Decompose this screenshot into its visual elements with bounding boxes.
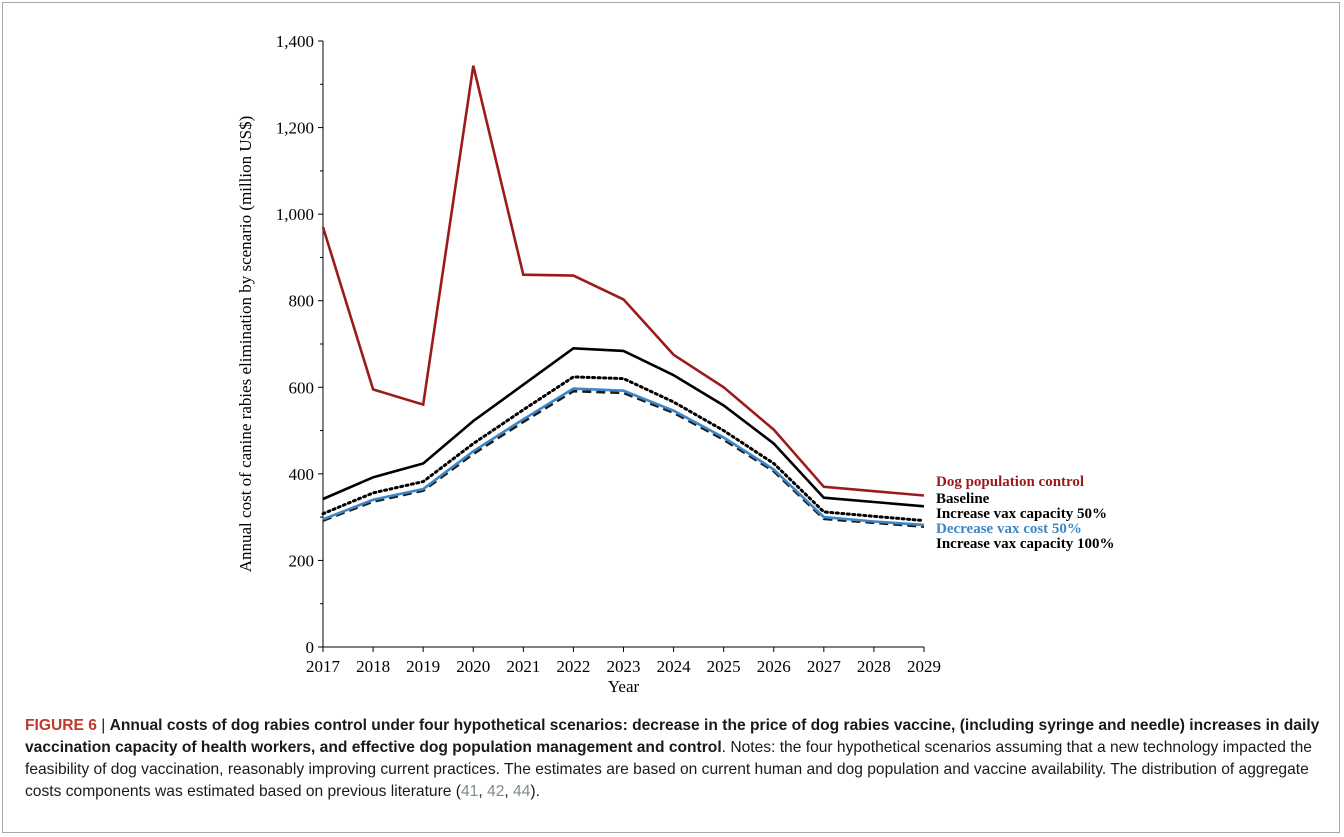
x-tick-label: 2027 — [807, 657, 842, 676]
chart-series — [323, 66, 924, 527]
figure-label: FIGURE 6 — [25, 717, 97, 734]
y-tick-label: 800 — [289, 292, 315, 311]
series-line — [323, 391, 924, 527]
figure-caption: FIGURE 6 | Annual costs of dog rabies co… — [25, 715, 1330, 803]
y-tick-label: 1,000 — [276, 205, 314, 224]
y-tick-label: 0 — [306, 638, 315, 657]
x-tick-label: 2022 — [556, 657, 590, 676]
x-tick-label: 2019 — [406, 657, 440, 676]
y-tick-label: 600 — [289, 378, 315, 397]
ref-separator: , — [478, 783, 487, 800]
series-label: Decrease vax cost 50% — [936, 521, 1082, 537]
x-axis-label: Year — [608, 677, 640, 696]
chart-axes: 0 200 400 600 800 1,000 1,200 1,400 2017 2018 2019… — [236, 32, 941, 696]
x-tick-label: 2024 — [657, 657, 692, 676]
line-chart: 0 200 400 600 800 1,000 1,200 1,400 2017 2018 2019… — [3, 3, 1341, 703]
reference-link[interactable]: 41 — [461, 783, 478, 800]
y-tick-label: 200 — [289, 551, 315, 570]
y-tick-label: 1,200 — [276, 119, 314, 138]
x-tick-label: 2028 — [857, 657, 891, 676]
x-tick-label: 2018 — [356, 657, 390, 676]
series-line — [323, 389, 924, 525]
series-label: Dog population control — [936, 474, 1084, 490]
x-tick-label: 2017 — [306, 657, 341, 676]
caption-separator: | — [97, 717, 110, 734]
x-tick-label: 2025 — [707, 657, 741, 676]
y-axis-label: Annual cost of canine rabies elimination… — [236, 116, 255, 573]
reference-link[interactable]: 44 — [513, 783, 530, 800]
reference-link[interactable]: 42 — [487, 783, 504, 800]
x-tick-label: 2021 — [506, 657, 540, 676]
x-tick-label: 2029 — [907, 657, 941, 676]
series-line — [323, 66, 924, 496]
ref-separator: , — [504, 783, 513, 800]
caption-end: ). — [530, 783, 540, 800]
x-tick-label: 2026 — [757, 657, 791, 676]
y-tick-label: 400 — [289, 465, 315, 484]
series-label: Baseline — [936, 491, 990, 507]
y-tick-label: 1,400 — [276, 32, 314, 51]
x-tick-label: 2020 — [456, 657, 490, 676]
x-tick-label: 2023 — [607, 657, 641, 676]
series-label: Increase vax capacity 50% — [936, 506, 1107, 522]
series-label: Increase vax capacity 100% — [936, 536, 1114, 552]
